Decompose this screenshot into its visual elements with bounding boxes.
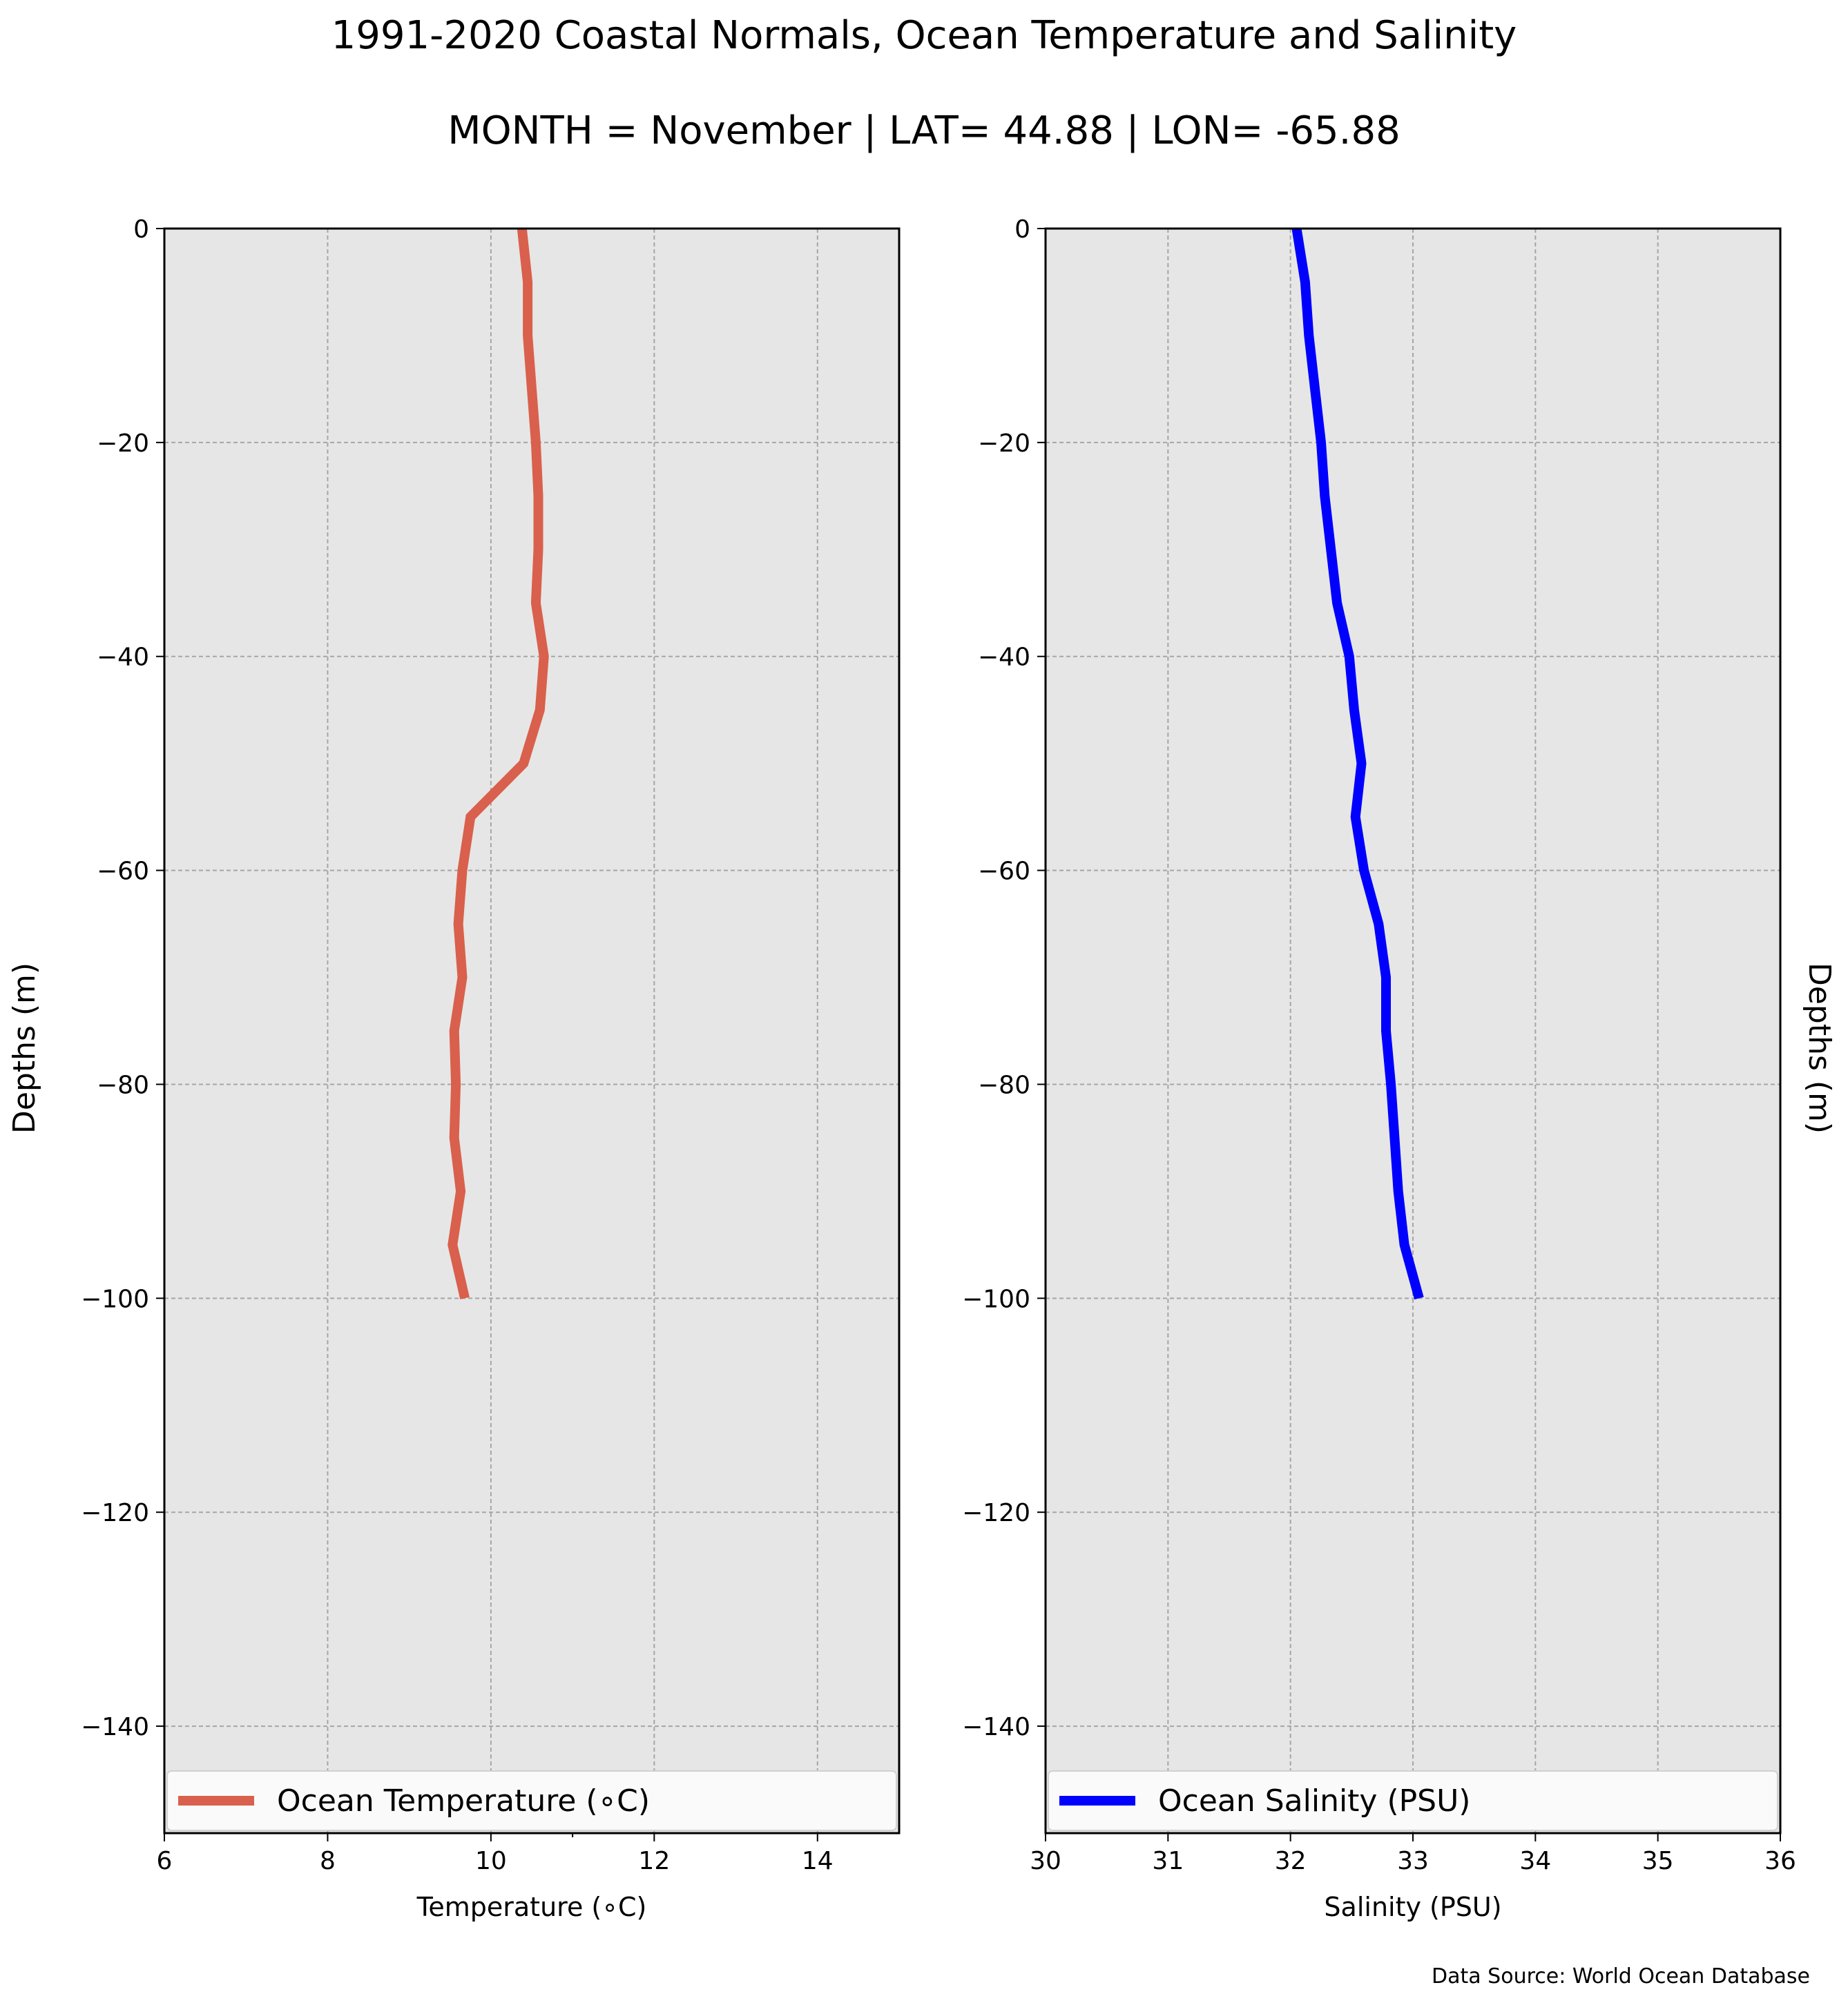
y-tick-label: −20 (978, 429, 1030, 458)
series-line (447, 228, 549, 1299)
figure-subtitle: MONTH = November | LAT= 44.88 | LON= -65… (447, 108, 1401, 153)
x-tick-label: 35 (1642, 1847, 1674, 1875)
x-tick-label: 12 (638, 1847, 670, 1875)
x-tick-label: 6 (157, 1847, 173, 1875)
data-source-note: Data Source: World Ocean Database (1432, 1964, 1810, 1989)
y-tick-label: 0 (133, 215, 149, 244)
legend-label: Ocean Salinity (PSU) (1158, 1783, 1470, 1819)
x-axis-label: Salinity (PSU) (1324, 1892, 1501, 1922)
x-axis-label: Temperature (∘C) (416, 1892, 647, 1922)
y-axis-label-left: Depths (m) (7, 962, 42, 1134)
x-tick-label: 34 (1519, 1847, 1551, 1875)
y-tick-label: 0 (1014, 215, 1030, 244)
y-tick-label: −40 (97, 644, 149, 672)
x-tick-label: 32 (1275, 1847, 1307, 1875)
legend-label: Ocean Temperature (∘C) (277, 1783, 650, 1819)
x-tick-label: 14 (802, 1847, 834, 1875)
x-tick-label: 8 (320, 1847, 336, 1875)
figure-title: 1991-2020 Coastal Normals, Ocean Tempera… (331, 13, 1517, 58)
x-tick-label: 36 (1764, 1847, 1796, 1875)
x-tick-label: 10 (475, 1847, 507, 1875)
plot-frame (163, 227, 901, 1835)
y-tick-label: −120 (81, 1499, 149, 1527)
y-tick-label: −60 (97, 858, 149, 886)
y-tick-label: −20 (97, 429, 149, 458)
y-axis-label-right: Depths (m) (1802, 962, 1837, 1134)
y-tick-label: −80 (978, 1071, 1030, 1099)
series-line (1291, 227, 1424, 1300)
legend-box (1048, 1770, 1778, 1831)
y-tick-label: −140 (81, 1713, 149, 1741)
y-tick-label: −140 (962, 1713, 1030, 1741)
temperature-panel: Ocean Temperature (∘C) 6 8 10 12 14 0 −20 −40 −60… (81, 215, 901, 1922)
y-tick-label: −100 (81, 1285, 149, 1313)
salinity-panel: Ocean Salinity (PSU) 30 31 32 33 34 35 36 0 −20 −4… (962, 215, 1796, 1922)
x-tick-label: 30 (1030, 1847, 1061, 1875)
x-tick-label: 33 (1397, 1847, 1429, 1875)
y-tick-label: −60 (978, 858, 1030, 886)
y-tick-label: −80 (97, 1071, 149, 1099)
y-tick-label: −120 (962, 1499, 1030, 1527)
y-tick-label: −100 (962, 1285, 1030, 1313)
legend-box (166, 1770, 897, 1831)
x-tick-label: 31 (1152, 1847, 1184, 1875)
plot-background (164, 229, 899, 1833)
y-tick-label: −40 (978, 644, 1030, 672)
